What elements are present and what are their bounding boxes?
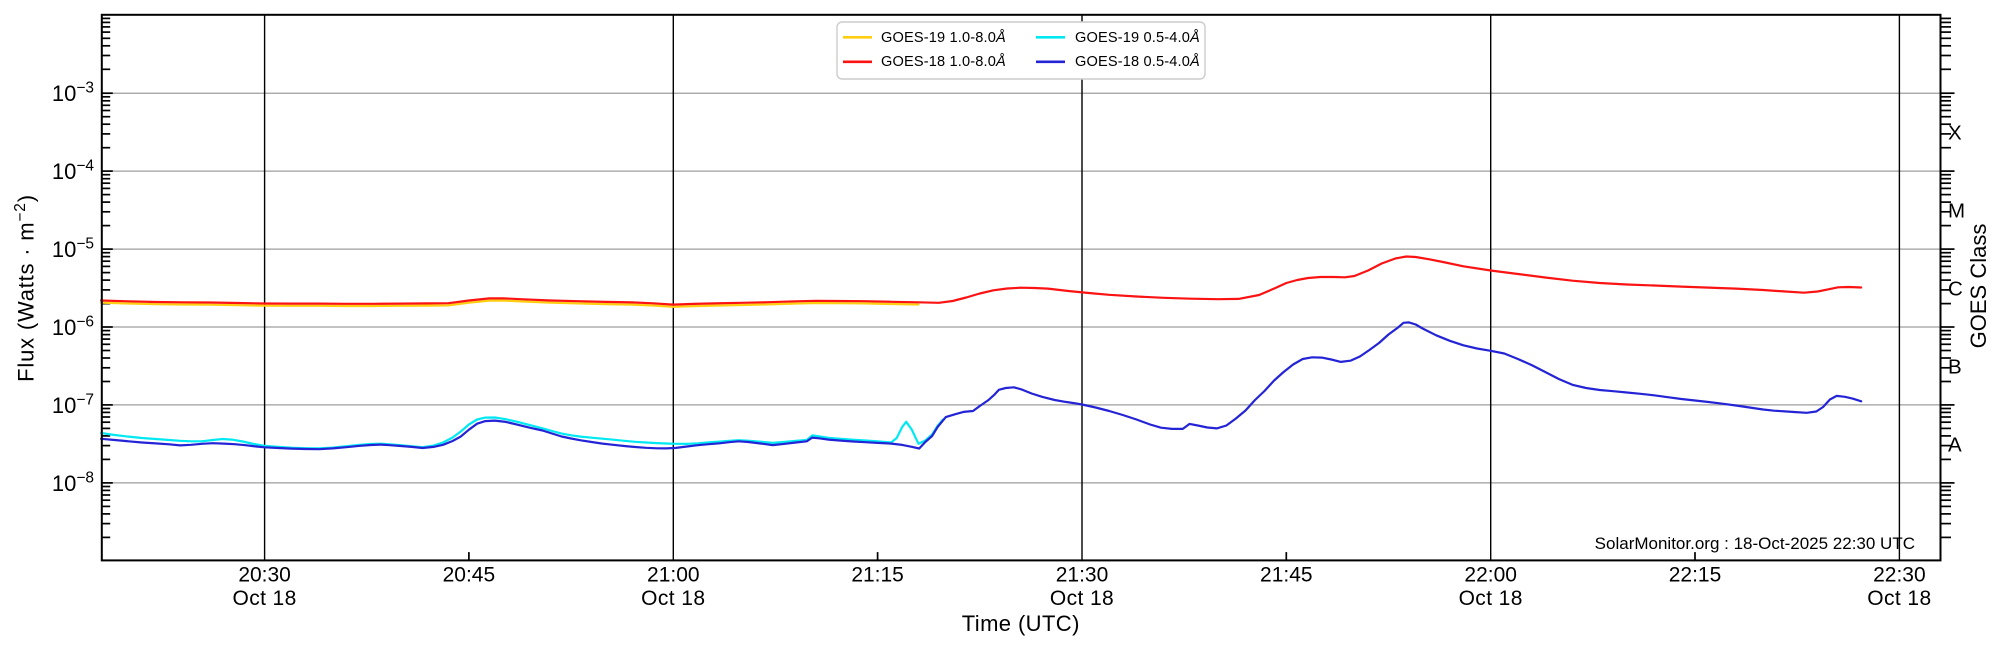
svg-text:20:30: 20:30 <box>238 564 291 587</box>
svg-text:Oct 18: Oct 18 <box>1459 587 1523 610</box>
svg-text:X: X <box>1948 122 1962 145</box>
svg-text:GOES-18 0.5-4.0Å: GOES-18 0.5-4.0Å <box>1075 53 1200 70</box>
svg-text:21:00: 21:00 <box>647 564 700 587</box>
svg-text:M: M <box>1948 200 1965 223</box>
svg-text:B: B <box>1948 355 1962 378</box>
svg-text:GOES-18 1.0-8.0Å: GOES-18 1.0-8.0Å <box>881 53 1006 70</box>
svg-text:10−5: 10−5 <box>52 236 94 263</box>
svg-text:20:45: 20:45 <box>443 564 496 587</box>
svg-text:21:45: 21:45 <box>1260 564 1313 587</box>
svg-text:Oct 18: Oct 18 <box>1050 587 1114 610</box>
svg-text:21:15: 21:15 <box>851 564 904 587</box>
svg-text:Oct 18: Oct 18 <box>1867 587 1931 610</box>
svg-text:22:15: 22:15 <box>1669 564 1722 587</box>
svg-text:22:00: 22:00 <box>1464 564 1517 587</box>
svg-text:21:30: 21:30 <box>1056 564 1109 587</box>
svg-text:SolarMonitor.org : 18-Oct-2025: SolarMonitor.org : 18-Oct-2025 22:30 UTC <box>1595 534 1915 553</box>
svg-text:A: A <box>1948 433 1962 456</box>
svg-text:C: C <box>1948 278 1963 301</box>
svg-text:Oct 18: Oct 18 <box>232 587 296 610</box>
svg-text:10−7: 10−7 <box>52 391 94 418</box>
svg-text:GOES-19 0.5-4.0Å: GOES-19 0.5-4.0Å <box>1075 29 1200 46</box>
svg-text:GOES Class: GOES Class <box>1966 224 1991 349</box>
svg-text:22:30: 22:30 <box>1873 564 1926 587</box>
svg-text:Oct 18: Oct 18 <box>641 587 705 610</box>
svg-text:GOES-19 1.0-8.0Å: GOES-19 1.0-8.0Å <box>881 29 1006 46</box>
svg-text:Flux (Watts · m−2): Flux (Watts · m−2) <box>12 194 39 382</box>
svg-text:Time (UTC): Time (UTC) <box>962 611 1080 636</box>
